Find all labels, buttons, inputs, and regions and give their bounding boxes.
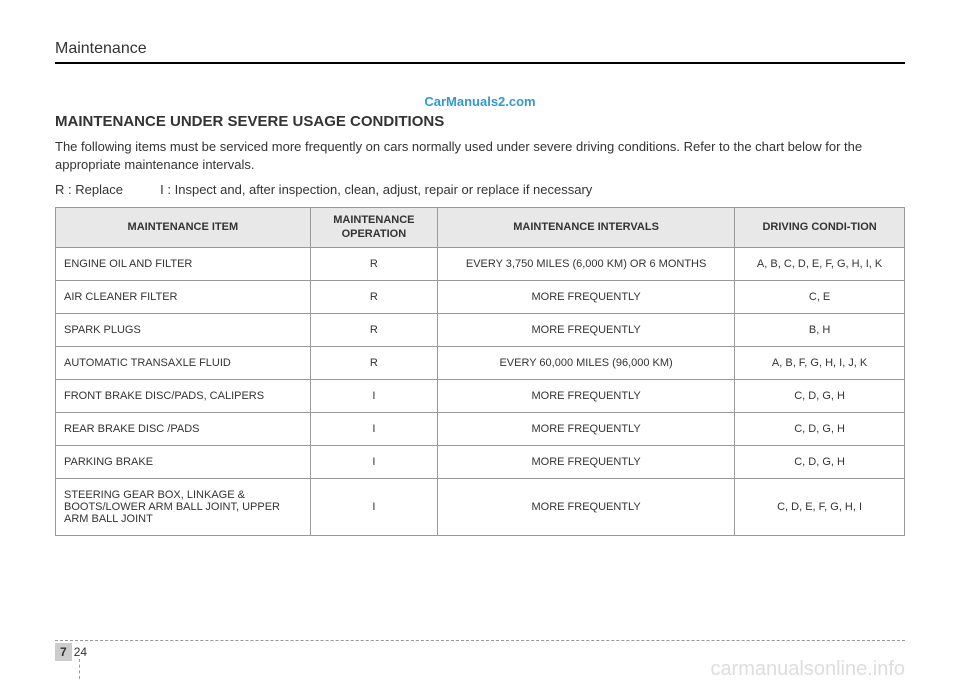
table-row: ENGINE OIL AND FILTER R EVERY 3,750 MILE… bbox=[56, 247, 905, 280]
cell-op: I bbox=[310, 478, 437, 535]
maintenance-table: MAINTENANCE ITEM MAINTENANCE OPERATION M… bbox=[55, 207, 905, 535]
cell-interval: EVERY 3,750 MILES (6,000 KM) OR 6 MONTHS bbox=[438, 247, 735, 280]
col-item: MAINTENANCE ITEM bbox=[56, 208, 311, 247]
cell-item: ENGINE OIL AND FILTER bbox=[56, 247, 311, 280]
cell-interval: MORE FREQUENTLY bbox=[438, 412, 735, 445]
footer-divider bbox=[55, 640, 905, 641]
col-intervals: MAINTENANCE INTERVALS bbox=[438, 208, 735, 247]
cell-cond: C, D, G, H bbox=[735, 412, 905, 445]
table-row: SPARK PLUGS R MORE FREQUENTLY B, H bbox=[56, 313, 905, 346]
cell-interval: MORE FREQUENTLY bbox=[438, 280, 735, 313]
col-condition: DRIVING CONDI-TION bbox=[735, 208, 905, 247]
legend: R : Replace I : Inspect and, after inspe… bbox=[55, 182, 905, 197]
section-name: Maintenance bbox=[55, 40, 147, 57]
cell-interval: EVERY 60,000 MILES (96,000 KM) bbox=[438, 346, 735, 379]
cell-interval: MORE FREQUENTLY bbox=[438, 445, 735, 478]
page-number-value: 24 bbox=[74, 645, 87, 659]
section-number: 7 bbox=[55, 643, 72, 661]
table-row: AUTOMATIC TRANSAXLE FLUID R EVERY 60,000… bbox=[56, 346, 905, 379]
table-row: REAR BRAKE DISC /PADS I MORE FREQUENTLY … bbox=[56, 412, 905, 445]
cell-item: PARKING BRAKE bbox=[56, 445, 311, 478]
table-header-row: MAINTENANCE ITEM MAINTENANCE OPERATION M… bbox=[56, 208, 905, 247]
cell-interval: MORE FREQUENTLY bbox=[438, 313, 735, 346]
cell-op: R bbox=[310, 247, 437, 280]
cell-op: I bbox=[310, 379, 437, 412]
legend-inspect: I : Inspect and, after inspection, clean… bbox=[160, 182, 592, 197]
watermark-top: CarManuals2.com bbox=[55, 94, 905, 109]
intro-text: The following items must be serviced mor… bbox=[55, 138, 905, 174]
page-title: MAINTENANCE UNDER SEVERE USAGE CONDITION… bbox=[55, 113, 905, 130]
cell-op: I bbox=[310, 412, 437, 445]
page-number: 724 bbox=[55, 645, 905, 659]
cell-op: I bbox=[310, 445, 437, 478]
page-footer: 724 bbox=[55, 640, 905, 659]
table-body: ENGINE OIL AND FILTER R EVERY 3,750 MILE… bbox=[56, 247, 905, 535]
cell-item: AUTOMATIC TRANSAXLE FLUID bbox=[56, 346, 311, 379]
cell-interval: MORE FREQUENTLY bbox=[438, 379, 735, 412]
cell-op: R bbox=[310, 313, 437, 346]
cell-cond: A, B, C, D, E, F, G, H, I, K bbox=[735, 247, 905, 280]
footer-vert-divider bbox=[79, 659, 80, 679]
cell-cond: C, E bbox=[735, 280, 905, 313]
table-row: STEERING GEAR BOX, LINKAGE & BOOTS/LOWER… bbox=[56, 478, 905, 535]
col-operation: MAINTENANCE OPERATION bbox=[310, 208, 437, 247]
table-row: AIR CLEANER FILTER R MORE FREQUENTLY C, … bbox=[56, 280, 905, 313]
cell-item: STEERING GEAR BOX, LINKAGE & BOOTS/LOWER… bbox=[56, 478, 311, 535]
cell-interval: MORE FREQUENTLY bbox=[438, 478, 735, 535]
cell-cond: A, B, F, G, H, I, J, K bbox=[735, 346, 905, 379]
table-row: PARKING BRAKE I MORE FREQUENTLY C, D, G,… bbox=[56, 445, 905, 478]
page-header: Maintenance bbox=[55, 40, 905, 64]
table-row: FRONT BRAKE DISC/PADS, CALIPERS I MORE F… bbox=[56, 379, 905, 412]
legend-replace: R : Replace bbox=[55, 182, 123, 197]
cell-item: REAR BRAKE DISC /PADS bbox=[56, 412, 311, 445]
cell-item: SPARK PLUGS bbox=[56, 313, 311, 346]
cell-cond: C, D, G, H bbox=[735, 379, 905, 412]
watermark-bottom: carmanualsonline.info bbox=[710, 658, 905, 681]
cell-cond: C, D, G, H bbox=[735, 445, 905, 478]
cell-op: R bbox=[310, 346, 437, 379]
cell-item: FRONT BRAKE DISC/PADS, CALIPERS bbox=[56, 379, 311, 412]
cell-cond: B, H bbox=[735, 313, 905, 346]
cell-op: R bbox=[310, 280, 437, 313]
cell-cond: C, D, E, F, G, H, I bbox=[735, 478, 905, 535]
cell-item: AIR CLEANER FILTER bbox=[56, 280, 311, 313]
